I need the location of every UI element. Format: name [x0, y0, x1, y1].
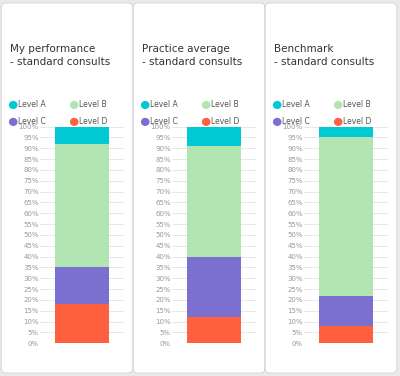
Text: Level A: Level A [150, 100, 178, 109]
Text: Level D: Level D [343, 117, 371, 126]
Text: My performance
- standard consults: My performance - standard consults [10, 44, 110, 67]
Bar [55, 267, 109, 304]
Text: Level C: Level C [282, 117, 310, 126]
Text: Practice average
- standard consults: Practice average - standard consults [142, 44, 242, 67]
Bar [187, 317, 241, 343]
Text: Level A: Level A [18, 100, 46, 109]
Bar [55, 127, 109, 144]
Text: Level B: Level B [211, 100, 239, 109]
Text: Level B: Level B [343, 100, 371, 109]
Bar [187, 146, 241, 256]
Bar [319, 296, 373, 326]
Text: Level A: Level A [282, 100, 310, 109]
Text: Benchmark
- standard consults: Benchmark - standard consults [274, 44, 374, 67]
Text: Level C: Level C [18, 117, 46, 126]
Bar [319, 326, 373, 343]
Bar [55, 304, 109, 343]
Bar [187, 124, 241, 146]
Bar [319, 138, 373, 296]
Text: Level D: Level D [211, 117, 239, 126]
Text: Level D: Level D [79, 117, 107, 126]
Text: Level C: Level C [150, 117, 178, 126]
Bar [187, 256, 241, 317]
Text: Level B: Level B [79, 100, 107, 109]
Bar [55, 144, 109, 267]
Bar [319, 127, 373, 138]
